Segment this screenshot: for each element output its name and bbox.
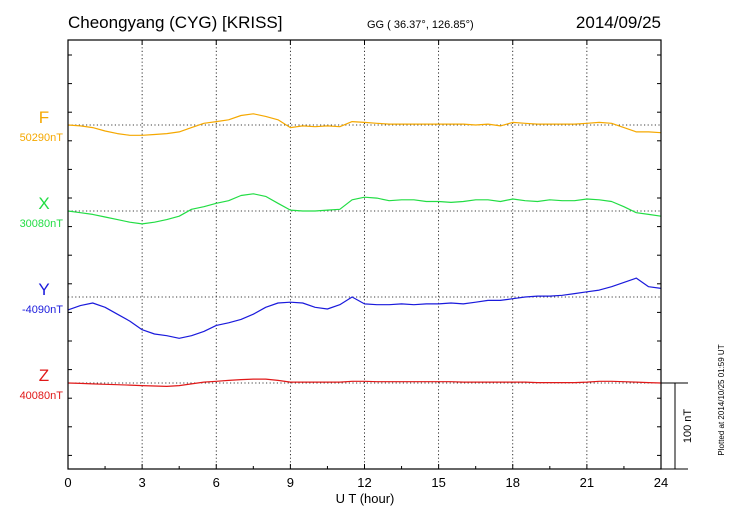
scale-bar-label: 100 nT xyxy=(682,409,694,444)
x-axis-ticks: 0 3 6 9 12 15 18 21 24 xyxy=(64,40,668,490)
channel-baseline-Z: 40080nT xyxy=(20,390,64,402)
station-title: Cheongyang (CYG) [KRISS] xyxy=(68,13,282,32)
channel-baseline-Y: -4090nT xyxy=(22,304,63,316)
date-label: 2014/09/25 xyxy=(576,13,661,32)
x-tick-label-24: 24 xyxy=(654,475,668,490)
series-group xyxy=(67,113,662,387)
plotted-timestamp: Plotted at 2014/10/25 01:59 UT xyxy=(717,344,726,455)
channel-name-Z: Z xyxy=(39,366,49,385)
series-line-F xyxy=(67,113,662,136)
x-axis-label: U T (hour) xyxy=(336,491,395,506)
x-tick-label-18: 18 xyxy=(506,475,520,490)
channel-name-Y: Y xyxy=(38,280,49,299)
x-tick-label-9: 9 xyxy=(287,475,294,490)
series-line-Z xyxy=(67,378,662,387)
x-tick-label-0: 0 xyxy=(64,475,71,490)
channel-baseline-F: 50290nT xyxy=(20,132,64,144)
channel-labels: F 50290nT X 30080nT Y -4090nT Z 40080nT xyxy=(20,108,64,402)
series-line-X xyxy=(67,193,662,225)
x-tick-label-6: 6 xyxy=(213,475,220,490)
x-tick-label-21: 21 xyxy=(580,475,594,490)
channel-baseline-X: 30080nT xyxy=(20,218,64,230)
scale-bar: 100 nT xyxy=(661,382,694,470)
x-tick-label-15: 15 xyxy=(431,475,445,490)
x-tick-label-3: 3 xyxy=(139,475,146,490)
coordinates-label: GG ( 36.37°, 126.85°) xyxy=(367,19,474,31)
grid-lines xyxy=(141,40,588,469)
x-tick-label-12: 12 xyxy=(357,475,371,490)
baseline-lines xyxy=(68,124,661,384)
channel-name-X: X xyxy=(38,194,49,213)
channel-name-F: F xyxy=(39,108,49,127)
series-line-Y xyxy=(67,277,662,339)
